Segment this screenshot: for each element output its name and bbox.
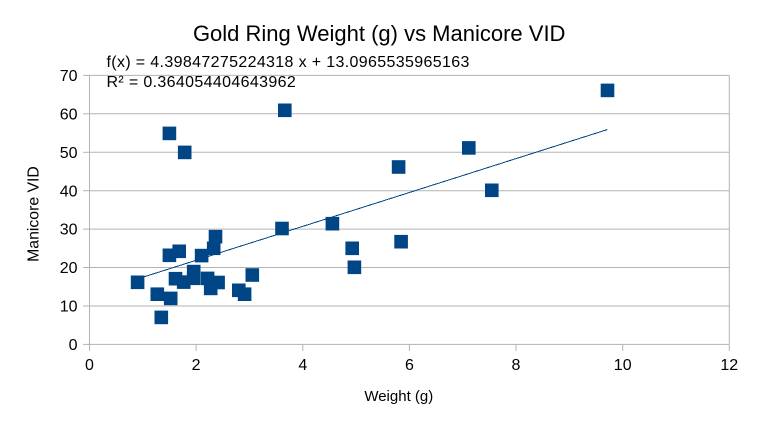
svg-text:10: 10 [614,357,632,374]
svg-text:12: 12 [720,357,738,374]
svg-text:70: 70 [60,68,78,85]
svg-text:4: 4 [298,357,307,374]
svg-text:8: 8 [512,357,521,374]
svg-text:0: 0 [85,357,94,374]
svg-text:f(x) = 4.39847275224318 x + 13: f(x) = 4.39847275224318 x + 13.096553596… [107,54,470,71]
svg-text:0: 0 [69,337,78,354]
svg-text:20: 20 [60,260,78,277]
svg-text:30: 30 [60,222,78,239]
svg-text:6: 6 [405,357,414,374]
svg-text:R² = 0.364054404643962: R² = 0.364054404643962 [107,74,297,91]
svg-text:2: 2 [192,357,201,374]
svg-text:40: 40 [60,183,78,200]
svg-text:Gold Ring Weight (g) vs Manico: Gold Ring Weight (g) vs Manicore VID [193,21,566,46]
svg-text:Manicore VID: Manicore VID [25,166,42,262]
svg-text:60: 60 [60,106,78,123]
svg-text:Weight (g): Weight (g) [364,388,433,405]
svg-text:50: 50 [60,145,78,162]
svg-text:10: 10 [60,299,78,316]
